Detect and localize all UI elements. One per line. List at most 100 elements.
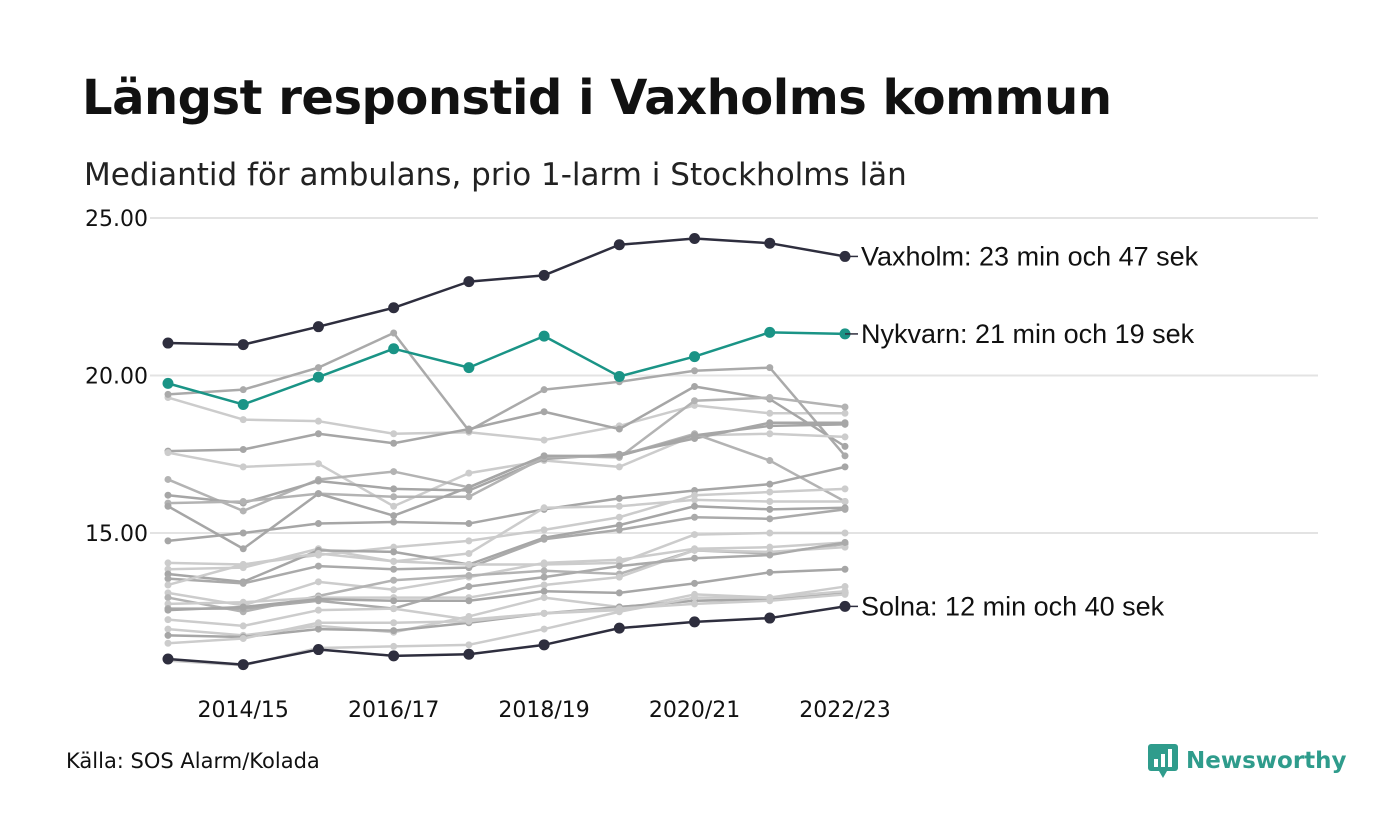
data-point — [841, 403, 849, 411]
series-end-label: Nykvarn: 21 min och 19 sek — [861, 319, 1195, 349]
data-point — [164, 502, 172, 510]
data-point — [764, 612, 776, 624]
data-point — [239, 622, 247, 630]
source-note: Källa: SOS Alarm/Kolada — [66, 749, 320, 773]
data-point — [314, 364, 322, 372]
data-point — [390, 439, 398, 447]
other-series — [164, 565, 849, 614]
data-point — [841, 565, 849, 573]
series-line — [166, 423, 847, 550]
series-line — [166, 432, 847, 505]
data-point — [314, 625, 322, 633]
data-point — [314, 619, 322, 627]
data-point — [465, 425, 473, 433]
x-tick-label: 2020/21 — [649, 698, 740, 723]
data-point — [239, 386, 247, 394]
data-point — [239, 463, 247, 471]
data-point — [841, 505, 849, 513]
data-point — [538, 330, 550, 342]
series-line — [166, 465, 847, 543]
data-point — [162, 377, 174, 389]
data-point — [314, 477, 322, 485]
series-line — [166, 385, 847, 453]
data-point — [689, 351, 701, 363]
data-point — [312, 644, 324, 656]
brand-logo[interactable]: Newsworthy — [1148, 743, 1347, 779]
data-point — [164, 559, 172, 567]
chart-subtitle: Mediantid för ambulans, prio 1-larm i St… — [84, 157, 907, 193]
data-point — [766, 515, 774, 523]
series-line — [166, 432, 847, 508]
data-point — [314, 490, 322, 498]
series-nykvarn — [162, 326, 851, 410]
highlighted-series — [162, 232, 851, 671]
data-point — [465, 469, 473, 477]
data-point — [841, 498, 849, 505]
other-series — [164, 383, 849, 455]
series-line — [166, 605, 847, 666]
data-point — [164, 581, 172, 589]
data-point — [540, 559, 548, 567]
data-point — [312, 371, 324, 383]
series-line — [166, 541, 847, 610]
data-point — [390, 597, 398, 605]
data-point — [465, 617, 473, 625]
data-point — [691, 546, 699, 554]
data-point — [615, 494, 623, 502]
data-point — [615, 425, 623, 433]
data-point — [390, 586, 398, 594]
data-point — [615, 589, 623, 597]
y-tick-label: 25.00 — [85, 207, 148, 232]
other-series — [164, 430, 849, 510]
data-point — [766, 422, 774, 430]
data-point — [164, 625, 172, 633]
x-tick-label: 2016/17 — [348, 698, 439, 723]
x-axis-ticks: 2014/15 2016/17 2018/19 2020/21 2022/23 — [198, 698, 891, 723]
data-point — [841, 529, 849, 537]
data-point — [691, 431, 699, 439]
data-point — [540, 587, 548, 595]
data-point — [465, 572, 473, 580]
data-point — [237, 659, 249, 671]
series-line — [166, 541, 847, 607]
data-point — [463, 362, 475, 374]
data-point — [314, 520, 322, 528]
data-point — [615, 513, 623, 521]
data-point — [766, 364, 774, 372]
data-point — [540, 535, 548, 543]
series-end-label: Solna: 12 min och 40 sek — [861, 591, 1165, 621]
data-point — [390, 619, 398, 627]
data-point — [390, 642, 398, 650]
data-point — [766, 529, 774, 537]
data-point — [164, 449, 172, 457]
data-point — [390, 493, 398, 501]
data-point — [540, 526, 548, 534]
y-axis-ticks: 15.00 20.00 25.00 — [85, 207, 148, 547]
data-point — [766, 594, 774, 602]
data-point — [164, 606, 172, 614]
series-end-label: Vaxholm: 23 min och 47 sek — [861, 241, 1199, 271]
series-line — [166, 545, 847, 606]
data-point — [463, 276, 475, 288]
data-point — [239, 498, 247, 505]
data-point — [388, 650, 400, 662]
other-municipalities-series — [164, 329, 849, 669]
data-point — [164, 631, 172, 639]
series-line — [166, 396, 847, 442]
data-point — [540, 436, 548, 444]
data-point — [239, 579, 247, 587]
data-point — [465, 641, 473, 649]
data-point — [239, 507, 247, 515]
data-point — [465, 597, 473, 605]
data-point — [314, 606, 322, 614]
data-point — [841, 587, 849, 595]
data-point — [164, 575, 172, 583]
data-point — [540, 573, 548, 581]
data-point — [691, 579, 699, 587]
data-point — [540, 625, 548, 633]
data-point — [615, 463, 623, 471]
other-series — [164, 505, 849, 587]
data-point — [764, 237, 776, 249]
data-point — [164, 491, 172, 499]
data-point — [314, 549, 322, 557]
